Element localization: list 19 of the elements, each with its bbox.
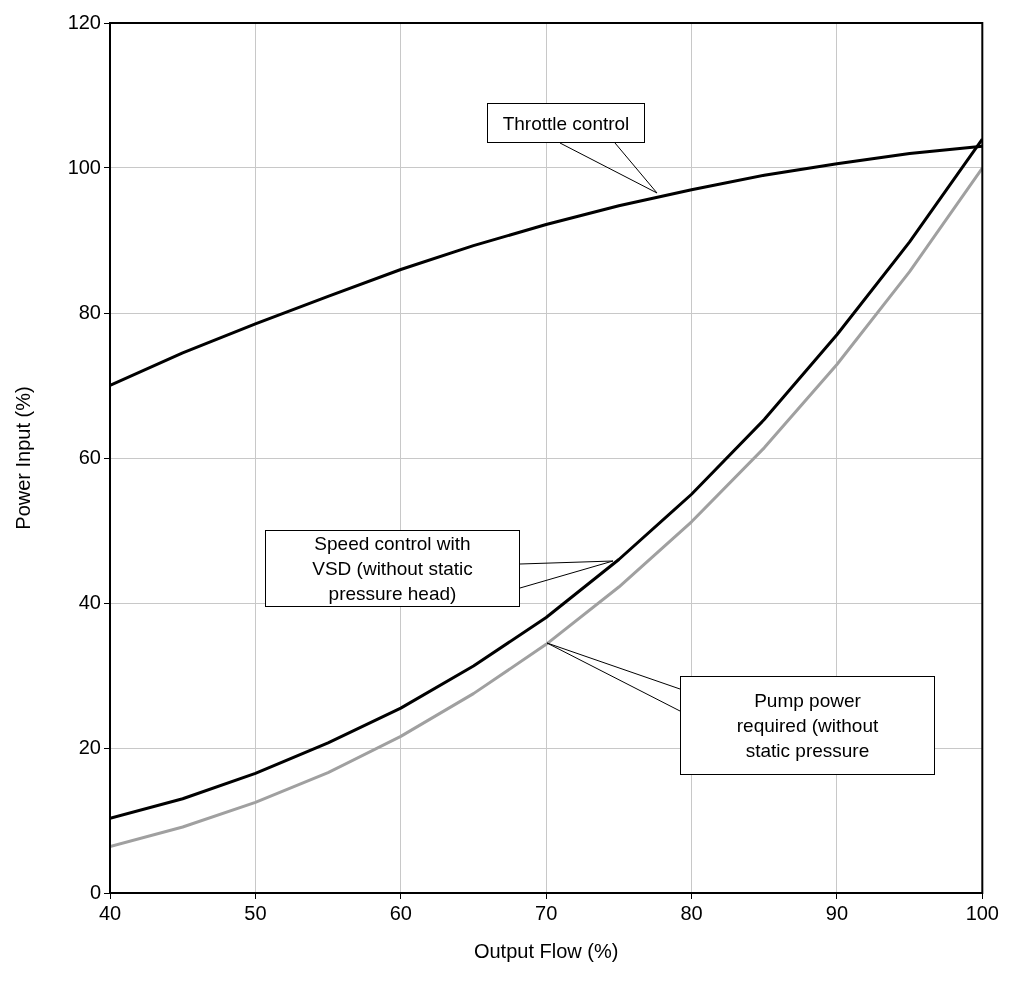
y-tick-label: 100 [67, 155, 101, 178]
x-tick-label: 80 [680, 901, 703, 924]
y-axis-title: Power Input (%) [11, 386, 34, 530]
annotation: Throttle control [502, 111, 630, 136]
x-tick-label: 70 [535, 901, 558, 924]
y-tick-label: 80 [78, 300, 101, 323]
y-tick-label: 120 [67, 10, 101, 33]
x-axis-title: Output Flow (%) [473, 939, 619, 962]
x-tick-label: 100 [965, 901, 999, 924]
annotation: Speed control with VSD (without static pressure head) [311, 532, 474, 606]
x-tick-label: 90 [825, 901, 849, 924]
y-tick-label: 60 [78, 445, 101, 468]
y-tick-label: 20 [78, 735, 101, 758]
y-tick-label: 40 [78, 590, 101, 613]
y-tick-label: 0 [89, 880, 101, 903]
x-tick-label: 60 [389, 901, 412, 924]
x-tick-label: 50 [244, 901, 267, 924]
x-tick-label: 40 [98, 901, 122, 924]
annotation: Pump power required (without static pressure [735, 689, 880, 763]
